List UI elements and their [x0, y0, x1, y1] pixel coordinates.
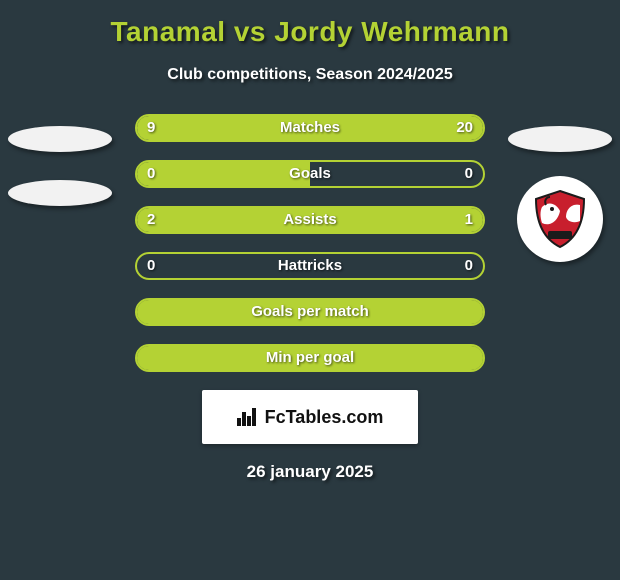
stat-label: Hattricks	[137, 254, 483, 278]
stat-label: Goals	[137, 162, 483, 186]
stats-area: 920Matches 00Goals 21Assists 00Hattricks Goa…	[0, 114, 620, 372]
stat-label: Matches	[137, 116, 483, 140]
comparison-card: Tanamal vs Jordy Wehrmann Club competiti…	[0, 0, 620, 482]
brand-panel[interactable]: FcTables.com	[202, 390, 418, 444]
madura-united-icon	[528, 187, 592, 251]
brand-text: FcTables.com	[265, 407, 384, 428]
badges-left	[0, 114, 120, 206]
stat-label: Goals per match	[137, 300, 483, 324]
stat-row: 21Assists	[135, 206, 485, 234]
stat-label: Assists	[137, 208, 483, 232]
stat-row: 00Hattricks	[135, 252, 485, 280]
page-title: Tanamal vs Jordy Wehrmann	[0, 16, 620, 48]
stat-bars: 920Matches 00Goals 21Assists 00Hattricks Goa…	[135, 114, 485, 372]
badges-right	[500, 114, 620, 262]
player-photo-placeholder	[8, 126, 112, 152]
club-logo	[517, 176, 603, 262]
stat-row: Goals per match	[135, 298, 485, 326]
stat-label: Min per goal	[137, 346, 483, 370]
date: 26 january 2025	[0, 462, 620, 482]
fctables-icon	[237, 408, 259, 426]
stat-row: 920Matches	[135, 114, 485, 142]
flag-placeholder	[8, 180, 112, 206]
stat-row: 00Goals	[135, 160, 485, 188]
stat-row: Min per goal	[135, 344, 485, 372]
player-photo-placeholder	[508, 126, 612, 152]
subtitle: Club competitions, Season 2024/2025	[0, 66, 620, 84]
